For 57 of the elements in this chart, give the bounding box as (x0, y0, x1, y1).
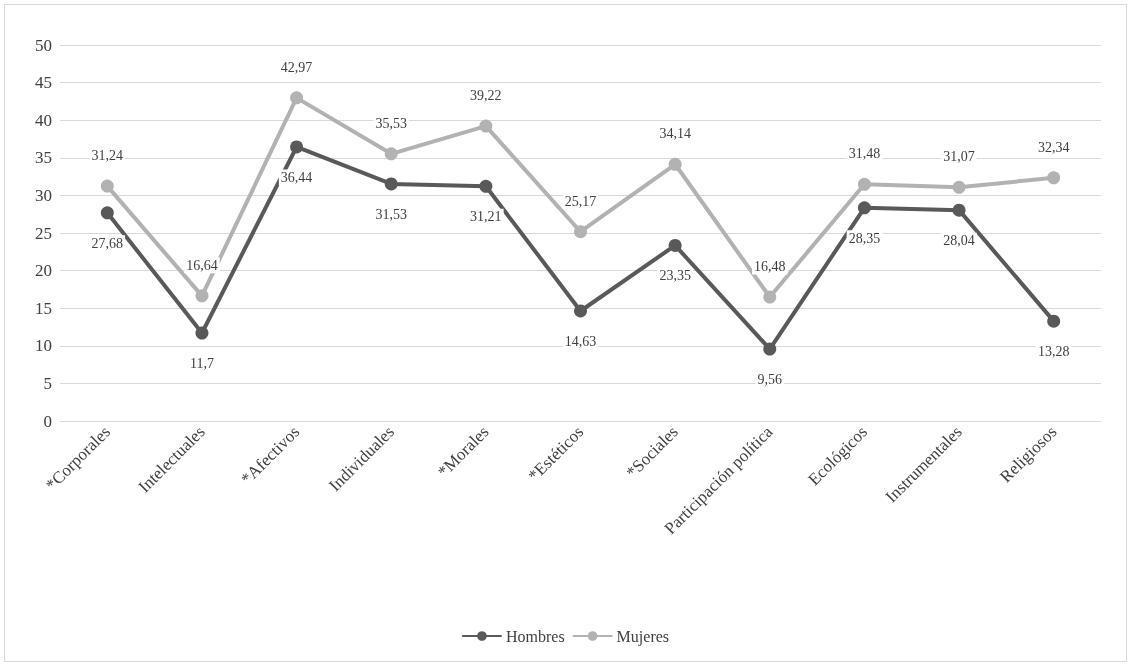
point (574, 304, 587, 318)
data-label: 23,35 (659, 268, 691, 284)
point (1047, 314, 1061, 328)
y-tick-label: 40 (35, 110, 52, 130)
point (384, 177, 398, 191)
point (479, 179, 493, 193)
data-label: 32,34 (1037, 139, 1070, 155)
point (384, 147, 398, 161)
y-tick-label: 15 (35, 298, 52, 318)
point (1047, 171, 1061, 185)
point (763, 290, 777, 304)
data-label: 31,07 (943, 149, 975, 165)
data-label: 31,48 (848, 146, 881, 162)
y-tick-label: 45 (35, 73, 52, 93)
point (763, 342, 777, 356)
point (290, 91, 304, 105)
point (100, 179, 114, 193)
data-label: 14,63 (564, 333, 597, 349)
point (857, 201, 871, 215)
legend-label: Mujeres (616, 627, 670, 646)
point (290, 140, 304, 154)
y-tick-label: 30 (35, 185, 52, 205)
y-tick-label: 20 (35, 261, 52, 281)
point (479, 119, 493, 133)
data-label: 31,24 (91, 148, 124, 164)
data-label: 36,44 (280, 169, 313, 185)
data-label: 9,56 (757, 372, 783, 388)
data-label: 31,53 (375, 206, 407, 222)
point (100, 206, 114, 220)
point (668, 157, 682, 171)
y-tick-label: 35 (35, 148, 52, 168)
legend-label: Hombres (505, 627, 565, 645)
data-label: 28,35 (848, 230, 881, 246)
y-tick-label: 0 (43, 411, 52, 431)
point (952, 203, 966, 217)
y-tick-label: 50 (35, 35, 52, 55)
point (952, 180, 966, 194)
data-label: 31,21 (470, 209, 502, 225)
data-label: 11,7 (189, 356, 214, 372)
point (668, 238, 682, 252)
data-label: 27,68 (91, 235, 124, 251)
y-tick-label: 5 (43, 373, 52, 393)
data-label: 42,97 (280, 59, 313, 75)
data-label: 16,64 (186, 257, 218, 273)
point (574, 225, 587, 239)
point (195, 326, 209, 340)
point (195, 289, 209, 303)
data-label: 35,53 (375, 115, 407, 131)
data-label: 16,48 (754, 259, 786, 275)
data-label: 25,17 (564, 193, 597, 209)
data-label: 34,14 (659, 126, 691, 142)
y-tick-label: 10 (35, 336, 52, 356)
data-label: 13,28 (1037, 344, 1070, 360)
y-tick-label: 25 (35, 223, 52, 243)
data-label: 28,04 (943, 233, 975, 249)
point (857, 177, 871, 191)
data-label: 39,22 (470, 88, 502, 104)
